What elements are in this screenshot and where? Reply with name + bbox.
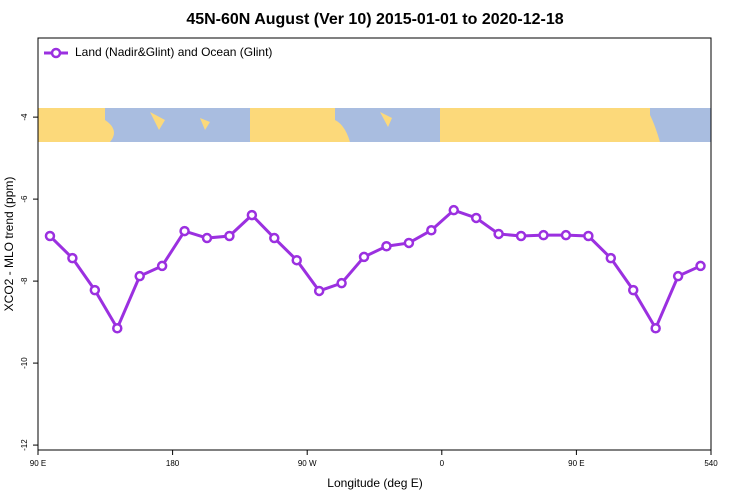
data-point [313,285,325,297]
data-point [605,252,617,264]
x-tick-label: 90 W [298,459,317,468]
y-tick-label: -10 [20,357,29,369]
data-point [448,204,460,216]
data-point [224,230,235,242]
x-tick-label: 90 E [30,459,46,468]
series-line [48,208,702,332]
plot-frame [37,37,712,451]
legend-marker [50,47,62,59]
data-point [650,322,661,334]
y-tick-label: -12 [20,439,29,451]
data-point [112,322,123,334]
data-point [44,230,56,242]
data-point [381,241,392,252]
data-point [560,229,572,241]
chart-title: 45N-60N August (Ver 10) 2015-01-01 to 20… [186,11,563,28]
data-point [201,232,213,244]
data-point [470,212,482,224]
data-point [358,251,370,263]
y-tick-label: -6 [20,195,29,203]
data-point [179,225,190,237]
data-point [246,209,258,221]
y-tick-label: -4 [20,113,29,121]
x-tick-label: 90 E [568,459,584,468]
data-point [291,254,302,266]
data-point [67,252,78,264]
data-point [426,225,437,236]
data-point [515,230,527,242]
data-point [156,260,168,272]
x-axis-label: Longitude (deg E) [327,476,422,490]
data-point [672,270,684,282]
x-tick-label: 180 [166,459,180,468]
y-axis-label: XCO2 - MLO trend (ppm) [2,177,16,312]
data-point [269,232,280,244]
data-point [627,284,639,296]
y-tick-label: -8 [20,277,29,285]
data-point [538,229,549,241]
data-point [403,237,415,249]
data-point [89,284,101,296]
map-band [38,108,711,142]
data-point [134,270,145,282]
data-point [583,230,594,242]
x-tick-label: 540 [704,459,718,468]
data-point [336,277,347,289]
legend-label: Land (Nadir&Glint) and Ocean (Glint) [75,45,272,59]
x-tick-label: 0 [440,459,445,468]
data-point [695,260,706,272]
data-point [493,228,504,240]
